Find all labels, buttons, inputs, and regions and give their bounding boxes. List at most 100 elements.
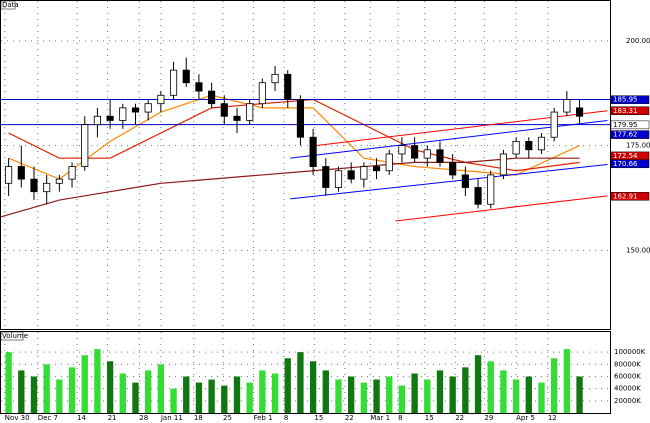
candle-body xyxy=(157,94,165,105)
candle-body xyxy=(411,145,419,159)
volume-bar xyxy=(157,364,165,413)
x-tick-label: 15 xyxy=(425,414,434,422)
candle-body xyxy=(360,166,368,180)
candle-body xyxy=(208,90,216,105)
price-label-box xyxy=(610,159,650,169)
candle-body xyxy=(322,166,330,188)
volume-bar xyxy=(81,355,88,413)
candle-body xyxy=(309,136,317,167)
y-tick-label: 20000K xyxy=(614,397,641,405)
volume-bar xyxy=(538,382,545,413)
price-frame xyxy=(0,0,611,330)
x-tick-label: Dec 7 xyxy=(38,414,58,422)
y-tick-label: 200.00 xyxy=(626,37,650,45)
volume-bar xyxy=(424,379,431,413)
candle-body xyxy=(372,166,381,172)
volume-bar xyxy=(500,370,507,413)
y-tick-label: 60000K xyxy=(614,373,641,381)
candle-body xyxy=(347,170,355,180)
candle-body xyxy=(55,178,63,184)
volume-bar xyxy=(30,376,38,413)
candle-body xyxy=(271,73,279,84)
panel-label-box xyxy=(0,331,24,341)
volume-bar xyxy=(360,382,368,413)
x-tick-label: 18 xyxy=(194,414,203,422)
volume-bar xyxy=(106,361,114,413)
volume-bar xyxy=(398,385,406,413)
moving-average xyxy=(8,94,580,180)
candle-body xyxy=(131,107,140,113)
trend-line xyxy=(395,195,608,222)
candle-body xyxy=(43,182,51,193)
candle-body xyxy=(106,115,114,121)
volume-bar xyxy=(563,349,571,413)
candle-body xyxy=(537,136,546,151)
candle-body xyxy=(119,107,127,121)
volume-bar xyxy=(94,349,101,413)
x-tick-label: 8 xyxy=(284,414,288,422)
price-label-box xyxy=(610,192,650,201)
x-tick-label: 22 xyxy=(455,414,464,422)
volume-bar xyxy=(68,367,76,413)
candle-body xyxy=(182,69,190,84)
y-tick-label: 175.00 xyxy=(626,142,650,150)
volume-bar xyxy=(462,367,469,413)
volume-bar xyxy=(487,361,494,413)
candle-body xyxy=(398,145,406,155)
volume-bar xyxy=(119,373,126,413)
volume-bar xyxy=(474,355,482,413)
candle-body xyxy=(550,111,558,138)
candle-body xyxy=(5,166,13,184)
volume-bar xyxy=(233,376,241,413)
candle-body xyxy=(258,82,266,105)
volume-bar xyxy=(271,373,279,413)
candle-body xyxy=(233,115,241,121)
volume-bar xyxy=(512,379,520,413)
x-tick-label: 15 xyxy=(314,414,323,422)
x-tick-label: Jan 11 xyxy=(160,414,183,422)
candle-body xyxy=(17,166,25,180)
volume-bar xyxy=(43,364,50,413)
volume-bar xyxy=(145,370,152,413)
price-label: 170.66 xyxy=(613,160,638,168)
x-tick-label: 12 xyxy=(548,414,557,422)
volume-bar xyxy=(335,379,342,413)
volume-frame xyxy=(0,331,611,414)
x-tick-label: 29 xyxy=(484,414,493,422)
volume-bar xyxy=(259,370,266,413)
trend-line xyxy=(315,110,608,147)
price-label-box xyxy=(610,120,650,130)
panel-label: Volume xyxy=(2,332,28,340)
candle-body xyxy=(449,161,457,176)
trend-line xyxy=(290,163,608,200)
volume-bar xyxy=(322,370,329,413)
candle-body xyxy=(474,187,482,205)
volume-bar xyxy=(284,358,291,413)
panel-label: Data xyxy=(2,1,19,9)
candle-body xyxy=(81,124,89,167)
panel-label-box xyxy=(0,0,16,10)
candle-body xyxy=(423,149,431,159)
volume-bar xyxy=(551,358,558,413)
candle-body xyxy=(385,153,393,172)
price-label: 185.95 xyxy=(613,96,638,104)
volume-bar xyxy=(436,370,444,413)
price-label: 179.95 xyxy=(613,121,638,129)
y-tick-label: 80000K xyxy=(614,360,641,368)
candle-body xyxy=(575,107,584,117)
candle-body xyxy=(499,153,507,176)
candle-body xyxy=(246,103,254,121)
x-tick-label: 25 xyxy=(223,414,232,422)
price-label: 183.31 xyxy=(613,107,638,115)
volume-bar xyxy=(449,376,456,413)
x-tick-label: 14 xyxy=(77,414,86,422)
volume-bar xyxy=(309,361,317,413)
price-label: 162.91 xyxy=(613,192,638,200)
volume-bar xyxy=(195,382,203,413)
volume-bar xyxy=(221,385,228,413)
candle-body xyxy=(68,166,76,180)
candle-body xyxy=(296,99,304,138)
candle-body xyxy=(461,174,469,188)
price-label-box xyxy=(610,95,650,104)
